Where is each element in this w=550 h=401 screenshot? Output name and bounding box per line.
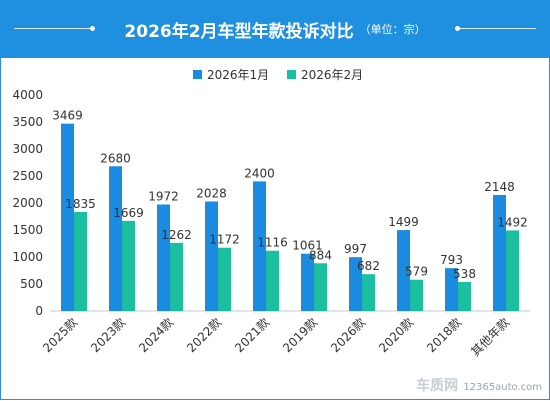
bar xyxy=(458,281,471,311)
x-tick-label: 其他年款 xyxy=(468,315,512,359)
header-right-line xyxy=(458,28,536,29)
x-tick-label: 2025款 xyxy=(40,315,80,355)
bar xyxy=(301,253,314,311)
x-tick-label: 2020款 xyxy=(376,315,416,355)
watermark-site: 12365auto.com xyxy=(463,382,542,393)
bar xyxy=(266,250,279,311)
x-tick-label: 2023款 xyxy=(88,315,128,355)
bar xyxy=(410,279,423,311)
data-label: 2680 xyxy=(100,151,131,165)
data-label: 1262 xyxy=(161,228,192,242)
y-tick-label: 3500 xyxy=(12,115,43,129)
chart-header: 2026年2月车型年款投诉对比 （单位：宗） xyxy=(0,0,550,58)
bar xyxy=(493,195,506,311)
x-tick-label: 2024款 xyxy=(136,315,176,355)
bar xyxy=(445,268,458,311)
y-tick-label: 2500 xyxy=(12,169,43,183)
chart-title: 2026年2月车型年款投诉对比 xyxy=(124,21,354,42)
bar xyxy=(253,181,266,311)
data-label: 1499 xyxy=(388,215,419,229)
watermark-logo: 车质网 xyxy=(416,378,459,394)
data-label: 538 xyxy=(453,267,476,281)
header-left-line xyxy=(14,28,92,29)
y-tick-label: 4000 xyxy=(12,88,43,102)
data-label: 1172 xyxy=(209,233,240,247)
bar xyxy=(122,220,135,311)
y-tick-label: 0 xyxy=(35,304,43,318)
data-label: 1835 xyxy=(65,197,96,211)
bar xyxy=(170,242,183,311)
data-label: 682 xyxy=(357,259,380,273)
legend-label: 2026年2月 xyxy=(301,68,363,82)
y-tick-label: 500 xyxy=(20,277,43,291)
data-label: 1061 xyxy=(292,239,323,253)
bar xyxy=(74,211,87,311)
data-label: 793 xyxy=(440,253,463,267)
header-left-dot xyxy=(90,26,95,31)
bar xyxy=(109,166,122,311)
data-label: 1972 xyxy=(148,190,179,204)
data-label: 884 xyxy=(309,248,332,262)
x-tick-label: 2026款 xyxy=(328,315,368,355)
bar xyxy=(61,123,74,311)
bar xyxy=(157,204,170,311)
chart-unit: （单位：宗） xyxy=(359,23,426,36)
x-tick-label: 2021款 xyxy=(232,315,272,355)
legend-swatch xyxy=(287,70,296,79)
chart-panel xyxy=(0,58,550,400)
data-label: 579 xyxy=(405,265,428,279)
bar xyxy=(218,247,231,311)
bar xyxy=(506,230,519,311)
header-right-dot xyxy=(455,26,460,31)
data-label: 2148 xyxy=(484,180,515,194)
bar xyxy=(349,257,362,311)
x-tick-label: 2019款 xyxy=(280,315,320,355)
bar-chart: 0 500 1000 1500 2000 2500 3000 3500 4000 2026年1月 2… xyxy=(12,68,530,359)
x-tick-label: 2022款 xyxy=(184,315,224,355)
data-label: 997 xyxy=(344,242,367,256)
data-label: 2400 xyxy=(244,166,275,180)
watermark: 车质网 12365auto.com xyxy=(416,375,542,395)
y-tick-label: 1500 xyxy=(12,223,43,237)
y-tick-label: 1000 xyxy=(12,250,43,264)
bar xyxy=(314,263,327,311)
data-label: 1669 xyxy=(113,206,144,220)
data-label: 1116 xyxy=(257,236,288,250)
bar xyxy=(205,201,218,311)
data-label: 2028 xyxy=(196,186,227,200)
legend-label: 2026年1月 xyxy=(207,68,269,82)
y-tick-label: 2000 xyxy=(12,196,43,210)
legend-swatch xyxy=(193,70,202,79)
data-label: 1492 xyxy=(497,215,528,229)
x-tick-label: 2018款 xyxy=(424,315,464,355)
bar xyxy=(362,274,375,311)
y-tick-label: 3000 xyxy=(12,142,43,156)
bar xyxy=(397,230,410,311)
data-label: 3469 xyxy=(52,109,83,123)
